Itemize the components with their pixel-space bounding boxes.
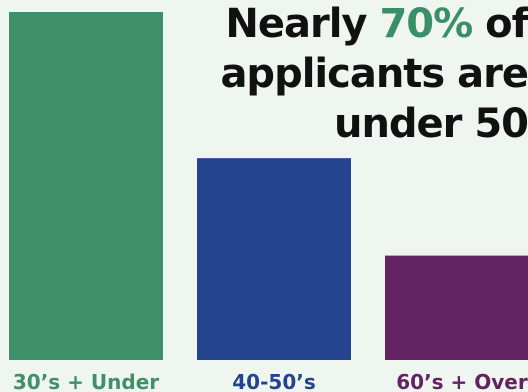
headline-line-2: applicants are <box>220 51 528 97</box>
headline-accent-percent: 70% <box>379 1 473 47</box>
bar-1 <box>9 12 163 360</box>
chart-headline: Nearly 70% of applicants are under 50 <box>188 0 528 150</box>
headline-line-1-suffix: of <box>472 1 528 47</box>
headline-line-1-prefix: Nearly <box>225 1 380 47</box>
category-label-1: 30’s + Under <box>13 370 159 392</box>
bars-layer <box>9 12 528 360</box>
headline-line-3: under 50 <box>333 101 528 147</box>
bar-2 <box>197 158 351 360</box>
category-labels-layer: 30’s + Under 40-50’s 60’s + Over <box>13 370 528 392</box>
category-label-3: 60’s + Over <box>396 370 528 392</box>
category-label-2: 40-50’s <box>232 370 315 392</box>
headline-line-1: Nearly 70% of <box>188 0 528 50</box>
bar-3 <box>385 255 528 360</box>
